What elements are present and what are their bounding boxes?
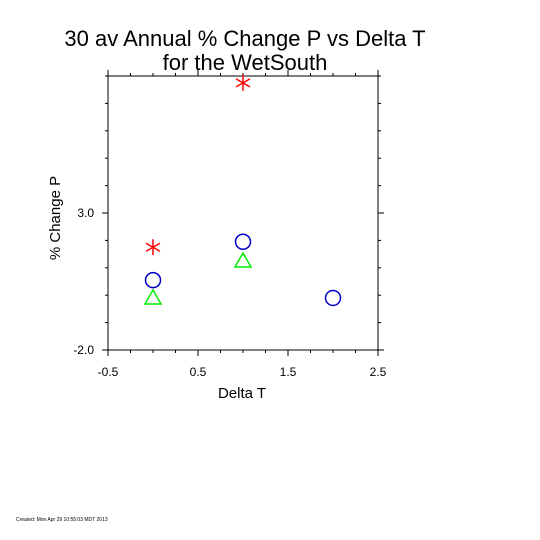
chart-title-line2: for the WetSouth [162,50,328,75]
data-point-asterisk [145,239,161,256]
x-tick-label: 0.5 [190,365,207,379]
creation-timestamp: Created: Mon Apr 29 10:55:03 MDT 2013 [16,517,108,523]
data-point-triangle [143,288,163,305]
chart-title-line1: 30 av Annual % Change P vs Delta T [64,26,426,51]
axis-ticks [102,70,384,356]
data-point-asterisk [235,74,251,91]
x-tick-label: 2.5 [370,365,387,379]
x-tick-label: -0.5 [98,365,119,379]
y-axis-label: % Change P [47,176,64,260]
x-tick-label: 1.5 [280,365,297,379]
y-tick-label: -2.0 [73,343,94,357]
data-point-circle [324,289,342,307]
plot-frame [107,75,379,351]
data-point-triangle [233,251,253,268]
data-marks [143,74,342,307]
y-tick-label: 3.0 [77,206,94,220]
data-point-circle [144,271,162,289]
tick-labels: -0.5 0.5 1.5 2.5 -2.0 3.0 [73,206,386,379]
data-point-circle [234,233,252,251]
x-axis-label: Delta T [218,385,266,402]
